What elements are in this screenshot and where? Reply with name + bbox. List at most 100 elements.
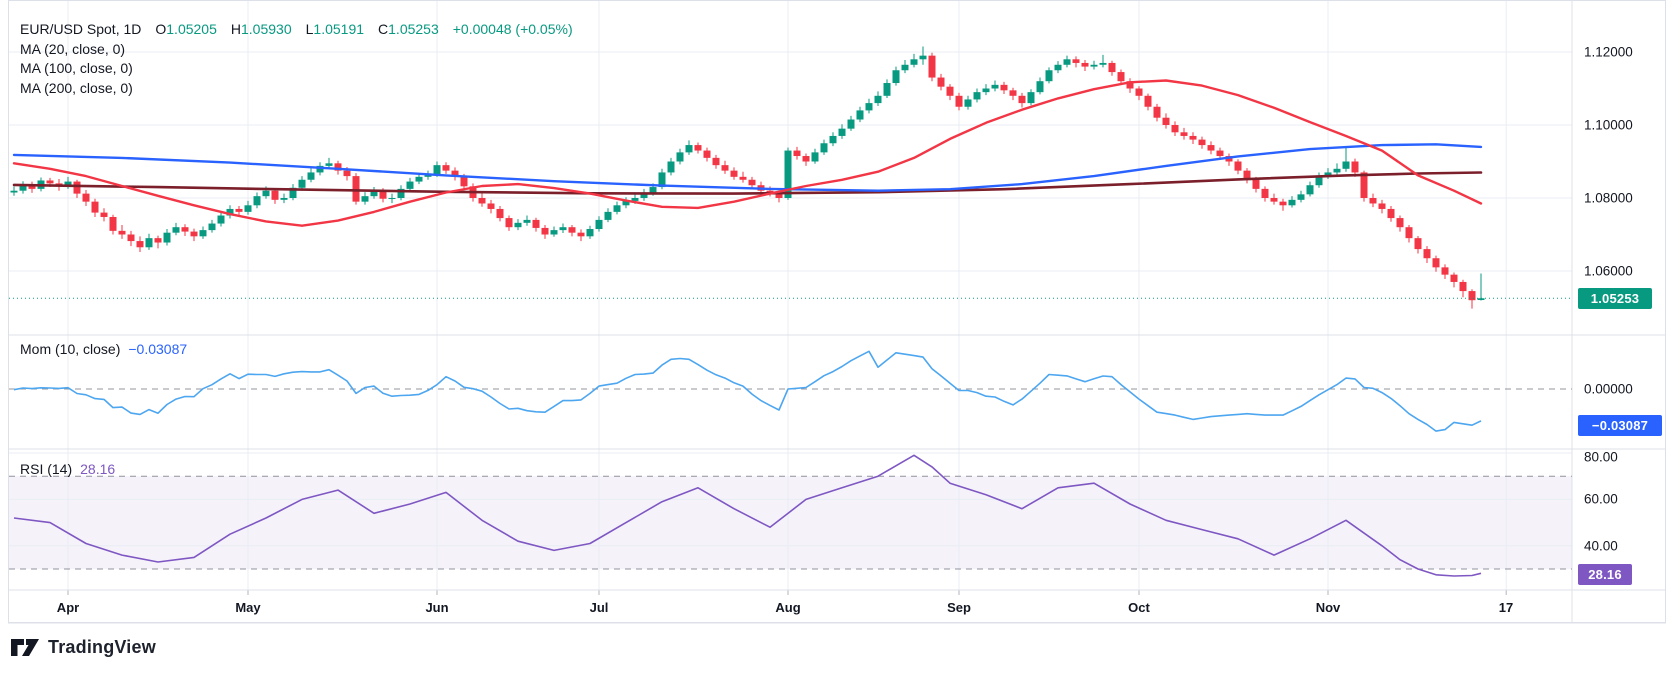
candle-body (406, 181, 414, 189)
candle-body (136, 241, 144, 248)
candle-body (604, 211, 612, 220)
candle-body (586, 229, 594, 237)
candle-body (181, 227, 189, 232)
candle-body (388, 198, 396, 199)
candle-body (1315, 176, 1323, 186)
candle-body (487, 203, 495, 209)
momentum-label: Mom (10, close) (20, 341, 121, 357)
candle-body (541, 227, 549, 235)
candle-body (316, 165, 324, 173)
candle-body (1297, 194, 1305, 200)
rsi-line (13, 454, 1482, 577)
candle-body (1396, 218, 1404, 228)
candle-body (883, 83, 891, 96)
candle-body (1369, 198, 1377, 204)
candle-body (28, 184, 36, 189)
candle-body (1288, 199, 1296, 206)
rsi-value: 28.16 (80, 461, 116, 477)
time-axis-label: Aug (775, 600, 801, 615)
candle-body (154, 238, 162, 243)
candle-body (334, 163, 342, 171)
candle-body (451, 170, 459, 177)
candle-body (721, 165, 729, 171)
candle-body (91, 201, 99, 213)
candle-body (262, 190, 270, 197)
candle-body (433, 165, 441, 175)
candle-body (847, 119, 855, 129)
candle-body (973, 92, 981, 100)
candle-body (352, 176, 360, 202)
candle-body (1279, 201, 1287, 206)
candle-body (577, 232, 585, 237)
candle-body (10, 190, 18, 193)
candle-body (100, 212, 108, 217)
time-axis-label: Jun (425, 600, 449, 615)
candle-body (595, 219, 603, 230)
candle-body (109, 216, 117, 231)
candle-body (928, 55, 936, 78)
candle-body (424, 174, 432, 177)
candle-body (505, 218, 513, 228)
candle-body (1387, 208, 1395, 219)
candle-body (1414, 238, 1422, 250)
tradingview-logo-link[interactable]: TradingView (10, 637, 156, 658)
ma200-line (12, 171, 1483, 195)
candle-body (640, 192, 648, 198)
close-value: C1.05253 (378, 21, 439, 37)
price-tick-label: 1.06000 (1584, 263, 1633, 279)
candle-body (415, 176, 423, 182)
rsi-legend: RSI (14) 28.16 (20, 461, 115, 477)
price-tick-label: 1.10000 (1584, 117, 1633, 133)
momentum-legend: Mom (10, close) −0.03087 (20, 341, 187, 357)
rsi-label: RSI (14) (20, 461, 73, 477)
candle-body (739, 176, 747, 180)
candle-body (118, 230, 126, 235)
candle-body (199, 230, 207, 237)
candle-body (1378, 203, 1386, 209)
candle-body (775, 193, 783, 198)
candle-body (244, 205, 252, 212)
candle-body (1126, 81, 1134, 89)
candle-body (1450, 274, 1458, 282)
candle-body (631, 198, 639, 201)
candle-body (172, 227, 180, 233)
candle-body (748, 179, 756, 186)
candle-body (1207, 145, 1215, 151)
candle-body (559, 227, 567, 231)
symbol-legend: EUR/USD Spot, 1D O1.05205 H1.05930 L1.05… (20, 20, 573, 98)
candle-body (667, 161, 675, 173)
candle-body (1108, 62, 1116, 73)
candle-body (1000, 84, 1008, 91)
candle-body (856, 110, 864, 120)
candle-body (217, 215, 225, 224)
candle-body (46, 180, 54, 184)
candle-body (1081, 62, 1089, 67)
candle-body (1099, 62, 1107, 65)
candle-body (1441, 267, 1449, 275)
candle-body (1360, 172, 1368, 198)
candle-body (703, 150, 711, 158)
candle-body (1234, 161, 1242, 171)
candle-body (955, 95, 963, 107)
candle-body (730, 170, 738, 177)
momentum-value: −0.03087 (128, 341, 188, 357)
time-axis-label: Apr (56, 600, 80, 615)
candle-body (793, 150, 801, 157)
candle-body (1270, 198, 1278, 202)
candle-body (1324, 172, 1332, 177)
candle-body (514, 222, 522, 228)
candle-body (1243, 170, 1251, 180)
candle-body (1216, 150, 1224, 157)
candle-body (271, 190, 279, 200)
candle-body (712, 157, 720, 166)
candle-body (919, 55, 927, 60)
momentum-zero-label: 0.00000 (1584, 381, 1633, 397)
time-axis-label: Jul (589, 600, 609, 615)
candle-body (1306, 185, 1314, 195)
candle-body (1405, 227, 1413, 239)
rsi-band (9, 476, 1572, 569)
candle-body (901, 64, 909, 71)
candle-body (379, 190, 387, 199)
